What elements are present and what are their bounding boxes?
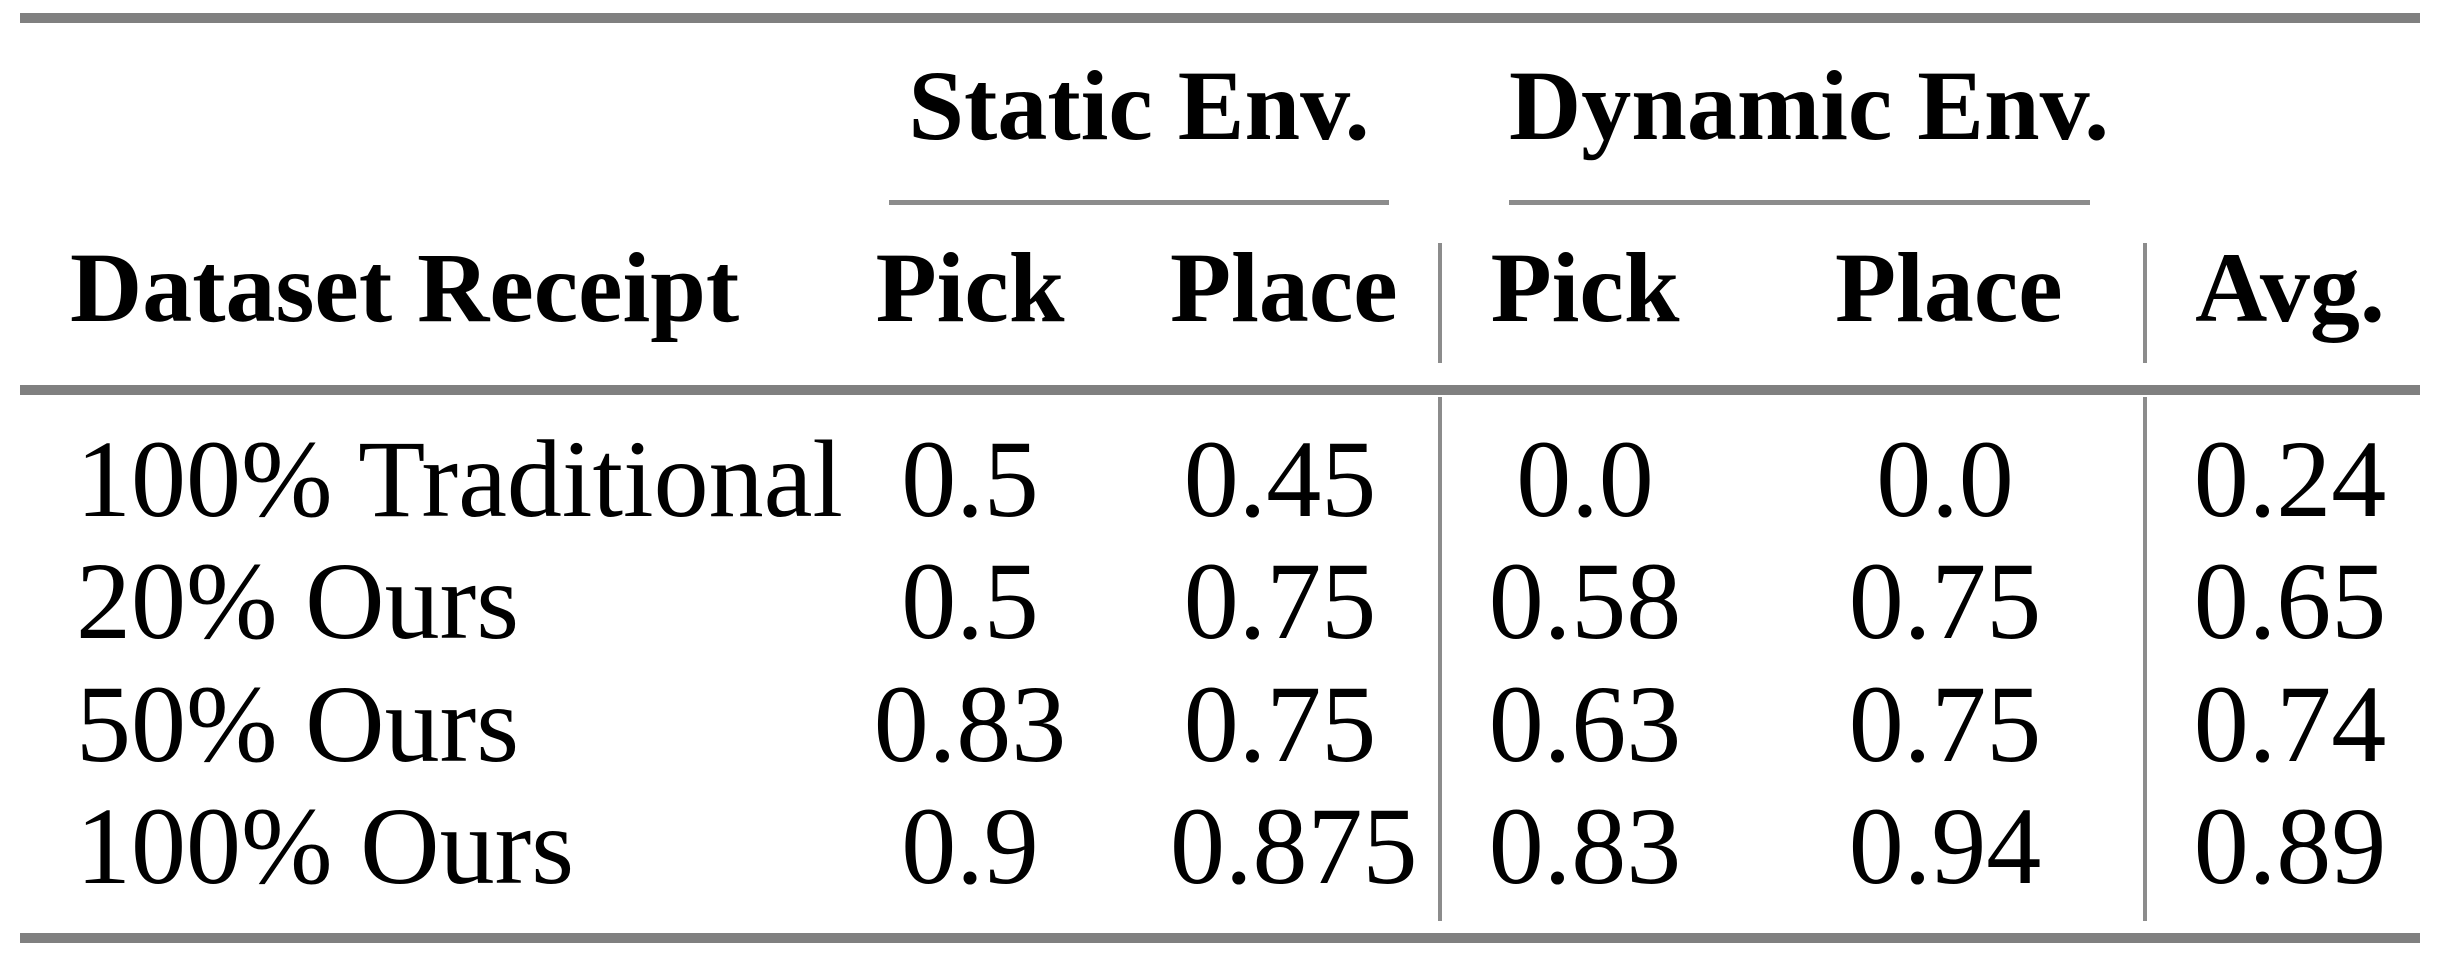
table-cell: 0.75 xyxy=(1848,663,2042,785)
table-cell: 0.875 xyxy=(1170,785,1418,907)
table-cell: 0.5 xyxy=(901,540,1039,662)
group-header-dynamic-env: Dynamic Env. xyxy=(1509,50,2110,161)
column-header-static-place: Place xyxy=(1170,232,1398,343)
header-midrule xyxy=(20,385,2420,395)
divider-dynamic-body xyxy=(1438,397,1442,921)
bottom-rule xyxy=(20,933,2420,943)
divider-avg-header xyxy=(2143,243,2147,363)
table-cell: 0.24 xyxy=(2193,418,2387,540)
table-cell: 0.0 xyxy=(1516,418,1654,540)
table-cell: 0.83 xyxy=(1488,785,1682,907)
table-cell: 0.89 xyxy=(2193,785,2387,907)
top-rule xyxy=(20,13,2420,23)
column-header-dynamic-place: Place xyxy=(1835,232,2063,343)
table-cell: 0.94 xyxy=(1848,785,2042,907)
table-cell: 0.9 xyxy=(901,785,1039,907)
table-cell: 0.5 xyxy=(901,418,1039,540)
table-cell: 0.58 xyxy=(1488,540,1682,662)
row-label: 20% Ours xyxy=(76,540,520,662)
table-cell: 0.75 xyxy=(1183,540,1377,662)
table-cell: 0.74 xyxy=(2193,663,2387,785)
table-cell: 0.0 xyxy=(1876,418,2014,540)
table-cell: 0.83 xyxy=(873,663,1067,785)
column-header-avg: Avg. xyxy=(2195,232,2385,343)
dynamic-env-cmidrule xyxy=(1509,200,2090,205)
row-label: 50% Ours xyxy=(76,663,520,785)
static-env-cmidrule xyxy=(889,200,1389,205)
row-label: 100% Traditional xyxy=(76,418,843,540)
divider-dynamic-header xyxy=(1438,243,1442,363)
table-cell: 0.63 xyxy=(1488,663,1682,785)
table-cell: 0.65 xyxy=(2193,540,2387,662)
row-label: 100% Ours xyxy=(76,785,575,907)
table-cell: 0.75 xyxy=(1183,663,1377,785)
divider-avg-body xyxy=(2143,397,2147,921)
column-header-dataset-receipt: Dataset Receipt xyxy=(70,232,740,343)
column-header-dynamic-pick: Pick xyxy=(1490,232,1680,343)
group-header-static-env: Static Env. xyxy=(908,50,1370,161)
table-cell: 0.75 xyxy=(1848,540,2042,662)
column-header-static-pick: Pick xyxy=(875,232,1065,343)
table-cell: 0.45 xyxy=(1183,418,1377,540)
